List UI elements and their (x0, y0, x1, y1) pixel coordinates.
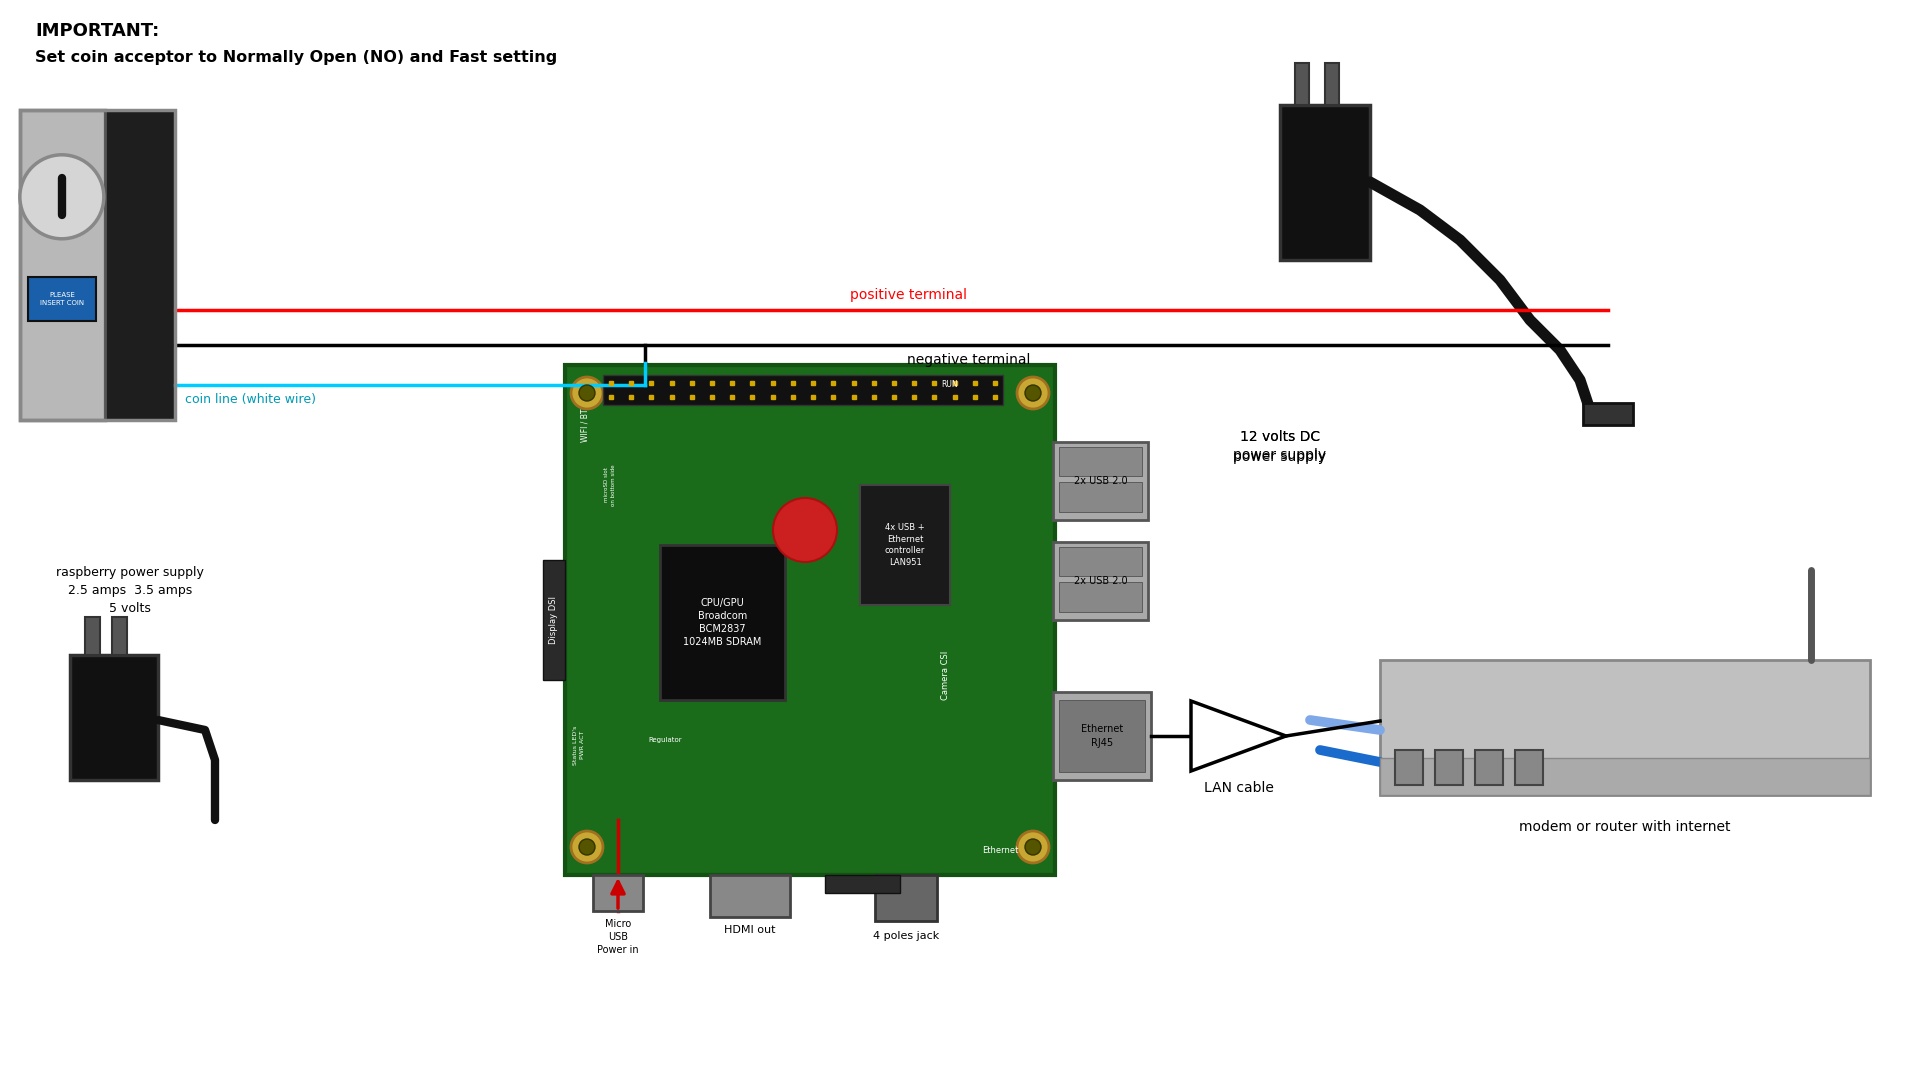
Bar (1582, 403, 1634, 426)
Text: Regulator: Regulator (649, 737, 682, 743)
Text: 12 volts DC
power supply: 12 volts DC power supply (1233, 430, 1327, 462)
Bar (1052, 442, 1148, 519)
Bar (826, 875, 900, 893)
Text: 12 volts DC
power supply: 12 volts DC power supply (1233, 430, 1327, 463)
Text: RUN: RUN (941, 380, 958, 389)
Text: Status LED's
PWR ACT: Status LED's PWR ACT (574, 726, 586, 765)
Circle shape (1018, 377, 1048, 409)
Text: negative terminal: negative terminal (908, 353, 1031, 367)
Circle shape (570, 377, 603, 409)
Bar (1515, 750, 1544, 785)
Text: 4 poles jack: 4 poles jack (874, 931, 939, 941)
Text: CPU/GPU
Broadcom
BCM2837
1024MB SDRAM: CPU/GPU Broadcom BCM2837 1024MB SDRAM (684, 597, 762, 647)
Bar (1380, 758, 1870, 795)
Bar (1396, 750, 1423, 785)
Text: coin line (white wire): coin line (white wire) (184, 393, 317, 406)
Bar (710, 875, 789, 917)
Bar (603, 375, 1002, 405)
Bar (29, 278, 96, 321)
Bar (1475, 750, 1503, 785)
Bar (860, 485, 950, 605)
Text: LAN cable: LAN cable (1204, 781, 1273, 795)
Text: Set coin acceptor to Normally Open (NO) and Fast setting: Set coin acceptor to Normally Open (NO) … (35, 50, 557, 65)
Bar (1060, 548, 1142, 576)
Text: WIFI / BT: WIFI / BT (580, 408, 589, 442)
Bar (1294, 63, 1309, 105)
Bar (1281, 105, 1371, 260)
Circle shape (1018, 831, 1048, 863)
Circle shape (774, 498, 837, 562)
Text: raspberry power supply
2.5 amps  3.5 amps
5 volts: raspberry power supply 2.5 amps 3.5 amps… (56, 566, 204, 615)
Bar (564, 365, 1054, 875)
Bar (1060, 483, 1142, 512)
Circle shape (1025, 839, 1041, 855)
Text: 2x USB 2.0: 2x USB 2.0 (1073, 576, 1127, 586)
Circle shape (580, 384, 595, 401)
Text: Micro
USB
Power in: Micro USB Power in (597, 919, 639, 956)
Text: Display DSI: Display DSI (549, 596, 559, 644)
Bar (106, 110, 175, 420)
Text: Camera CSI: Camera CSI (941, 650, 950, 700)
Bar (1325, 63, 1338, 105)
Text: Ethernet: Ethernet (981, 846, 1018, 855)
Text: positive terminal: positive terminal (851, 288, 968, 302)
Circle shape (19, 154, 104, 239)
Text: Ethernet
RJ45: Ethernet RJ45 (1081, 725, 1123, 747)
Text: 4x USB +
Ethernet
controller
LAN951: 4x USB + Ethernet controller LAN951 (885, 523, 925, 567)
Bar (1052, 692, 1150, 780)
Text: 2x USB 2.0: 2x USB 2.0 (1073, 476, 1127, 486)
Circle shape (1025, 384, 1041, 401)
Bar (111, 617, 127, 654)
Bar (1380, 660, 1870, 795)
Bar (19, 110, 175, 420)
Bar (1060, 582, 1142, 612)
Text: microSD slot
on bottom side: microSD slot on bottom side (605, 464, 616, 505)
Bar (1434, 750, 1463, 785)
Bar (84, 617, 100, 654)
Text: PLEASE
INSERT COIN: PLEASE INSERT COIN (40, 292, 84, 306)
Bar (1052, 542, 1148, 620)
Circle shape (580, 839, 595, 855)
Bar (660, 545, 785, 700)
Bar (1060, 447, 1142, 475)
Polygon shape (1190, 701, 1286, 771)
Bar (593, 875, 643, 912)
Bar (69, 654, 157, 780)
Text: IMPORTANT:: IMPORTANT: (35, 22, 159, 40)
Text: modem or router with internet: modem or router with internet (1519, 820, 1730, 834)
Bar (543, 561, 564, 680)
Circle shape (570, 831, 603, 863)
Bar (876, 875, 937, 921)
Text: HDMI out: HDMI out (724, 924, 776, 935)
Bar (1060, 700, 1144, 772)
Bar (19, 110, 106, 420)
